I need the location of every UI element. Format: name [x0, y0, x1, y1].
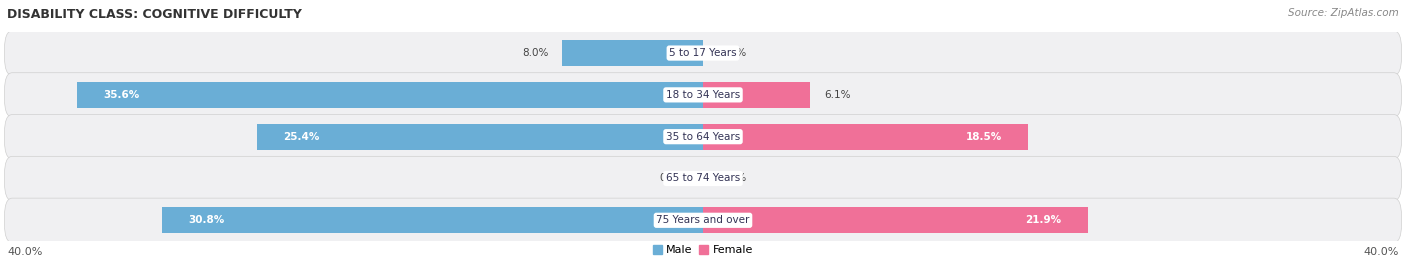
Text: 0.0%: 0.0% [721, 48, 747, 58]
Text: 21.9%: 21.9% [1025, 215, 1062, 225]
Bar [257, 124, 703, 150]
Legend: Male, Female: Male, Female [648, 241, 758, 260]
Text: 6.1%: 6.1% [824, 90, 851, 100]
FancyBboxPatch shape [4, 114, 1402, 159]
Text: 8.0%: 8.0% [522, 48, 548, 58]
Text: 0.0%: 0.0% [659, 173, 686, 184]
Bar [703, 207, 1088, 233]
Bar [703, 82, 810, 108]
Text: 35.6%: 35.6% [104, 90, 141, 100]
Text: DISABILITY CLASS: COGNITIVE DIFFICULTY: DISABILITY CLASS: COGNITIVE DIFFICULTY [7, 8, 302, 21]
Text: 40.0%: 40.0% [1364, 247, 1399, 256]
Text: 18 to 34 Years: 18 to 34 Years [666, 90, 740, 100]
Text: 65 to 74 Years: 65 to 74 Years [666, 173, 740, 184]
Text: 25.4%: 25.4% [283, 132, 319, 142]
FancyBboxPatch shape [4, 198, 1402, 243]
Text: Source: ZipAtlas.com: Source: ZipAtlas.com [1288, 8, 1399, 18]
Text: 40.0%: 40.0% [7, 247, 42, 256]
FancyBboxPatch shape [4, 31, 1402, 75]
Bar [77, 82, 703, 108]
FancyBboxPatch shape [4, 156, 1402, 201]
Bar [162, 207, 703, 233]
Bar [703, 124, 1028, 150]
Text: 75 Years and over: 75 Years and over [657, 215, 749, 225]
Text: 5 to 17 Years: 5 to 17 Years [669, 48, 737, 58]
Text: 35 to 64 Years: 35 to 64 Years [666, 132, 740, 142]
FancyBboxPatch shape [4, 73, 1402, 117]
Text: 30.8%: 30.8% [188, 215, 225, 225]
Bar [562, 40, 703, 66]
Text: 0.0%: 0.0% [721, 173, 747, 184]
Text: 18.5%: 18.5% [966, 132, 1001, 142]
